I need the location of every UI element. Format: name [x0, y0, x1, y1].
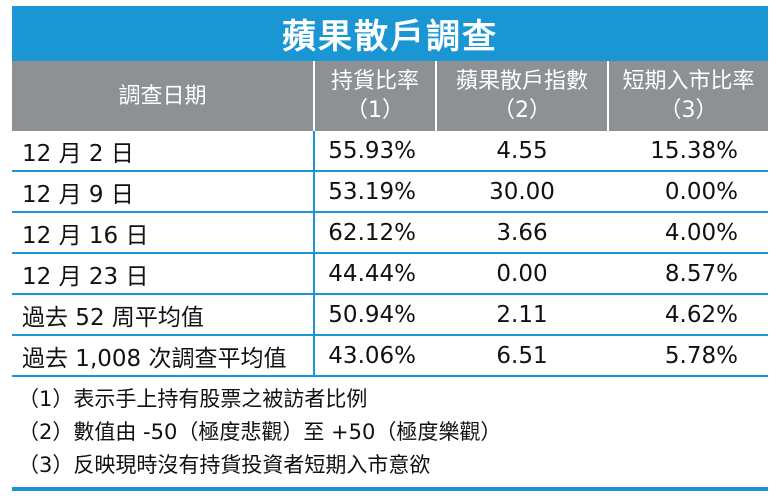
footnote-1: （1）表示手上持有股票之被訪者比例 [18, 387, 368, 411]
table-row: 12 月 23 日 44.44% 0.00 8.57% [12, 253, 768, 295]
entry-ratio-cell: 8.57% [608, 253, 768, 295]
holding-ratio-cell: 43.06% [313, 335, 436, 377]
entry-ratio-cell: 4.62% [608, 294, 768, 336]
page-title: 蘋果散戶調查 [282, 17, 498, 57]
retail-index-cell: 4.55 [436, 131, 608, 172]
entry-ratio-cell: 4.00% [608, 212, 768, 254]
footnote-3: （3）反映現時沒有持貨投資者短期入市意欲 [18, 453, 431, 477]
date-cell: 過去 1,008 次調查平均值 [12, 335, 314, 377]
retail-index-cell: 30.00 [436, 171, 608, 213]
date-cell: 12 月 23 日 [12, 253, 314, 295]
column-header-holding-ratio: 持貨比率 （1） [314, 61, 437, 131]
date-cell: 12 月 2 日 [12, 131, 314, 172]
footnote-2: （2）數值由 -50（極度悲觀）至 +50（極度樂觀） [18, 420, 502, 444]
holding-ratio-cell: 62.12% [313, 212, 436, 254]
date-cell: 過去 52 周平均值 [12, 294, 314, 336]
holding-ratio-cell: 44.44% [313, 253, 436, 295]
entry-ratio-cell: 5.78% [608, 335, 768, 377]
retail-index-cell: 6.51 [436, 335, 608, 377]
entry-ratio-cell: 15.38% [608, 131, 768, 172]
column-header-retail-index: 蘋果散戶指數 （2） [436, 61, 609, 131]
date-cell: 12 月 9 日 [12, 171, 314, 213]
holding-ratio-cell: 53.19% [313, 171, 436, 213]
survey-panel: 蘋果散戶調查 調查日期 持貨比率 （1） 蘋果散戶指數 （2） 短期入市比率 （3） [12, 6, 768, 482]
entry-ratio-cell: 0.00% [608, 171, 768, 213]
footnotes: （1）表示手上持有股票之被訪者比例 （2）數值由 -50（極度悲觀）至 +50（… [12, 377, 768, 482]
table-row: 12 月 16 日 62.12% 3.66 4.00% [12, 212, 768, 254]
survey-table: 調查日期 持貨比率 （1） 蘋果散戶指數 （2） 短期入市比率 （3） 12 月 2 … [12, 61, 768, 377]
table-row: 過去 52 周平均值 50.94% 2.11 4.62% [12, 294, 768, 336]
title-bar: 蘋果散戶調查 [12, 6, 768, 61]
holding-ratio-cell: 50.94% [313, 294, 436, 336]
holding-ratio-cell: 55.93% [313, 131, 436, 172]
table-row: 12 月 2 日 55.93% 4.55 15.38% [12, 131, 768, 172]
column-header-date: 調查日期 [12, 61, 315, 131]
table-row: 過去 1,008 次調查平均值 43.06% 6.51 5.78% [12, 335, 768, 377]
column-header-entry-ratio: 短期入市比率 （3） [608, 61, 768, 131]
retail-index-cell: 2.11 [436, 294, 608, 336]
table-header-row: 調查日期 持貨比率 （1） 蘋果散戶指數 （2） 短期入市比率 （3） [12, 61, 768, 131]
retail-index-cell: 0.00 [436, 253, 608, 295]
bottom-rule [12, 487, 768, 491]
retail-index-cell: 3.66 [436, 212, 608, 254]
table-row: 12 月 9 日 53.19% 30.00 0.00% [12, 171, 768, 213]
date-cell: 12 月 16 日 [12, 212, 314, 254]
